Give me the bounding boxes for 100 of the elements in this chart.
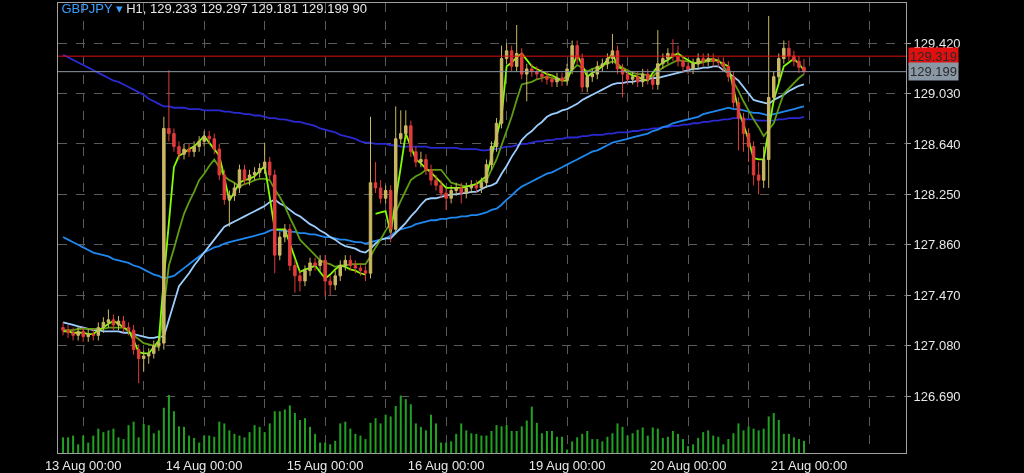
- candlestick: [635, 71, 640, 88]
- y-tick-label: 129.030: [913, 86, 961, 102]
- bar: [727, 439, 730, 453]
- candlestick: [484, 158, 489, 189]
- bar: [621, 426, 624, 453]
- bar: [319, 442, 322, 453]
- bar: [682, 439, 685, 453]
- bar: [762, 428, 765, 453]
- bar: [787, 433, 790, 453]
- bar: [303, 418, 306, 453]
- bar: [389, 416, 392, 453]
- bar: [505, 425, 508, 453]
- bar: [132, 421, 135, 453]
- bar: [712, 435, 715, 453]
- bar: [596, 439, 599, 453]
- bar: [344, 421, 347, 453]
- bar: [324, 442, 327, 453]
- y-tick-label: 128.250: [913, 186, 961, 202]
- candlestick: [262, 142, 267, 175]
- y-tick-label: 129.420: [913, 35, 961, 51]
- bar: [752, 428, 755, 453]
- bar: [470, 433, 473, 453]
- bar: [359, 435, 362, 453]
- candlestick: [373, 161, 378, 194]
- bar: [298, 419, 301, 453]
- bar: [510, 430, 513, 453]
- candlestick: [318, 254, 322, 272]
- bar: [591, 439, 594, 453]
- candlestick: [242, 164, 247, 186]
- bar: [737, 423, 740, 453]
- bar: [414, 423, 417, 453]
- candlestick: [514, 24, 519, 73]
- candlestick: [731, 71, 736, 109]
- x-tick-label: 15 Aug 00:00: [286, 457, 364, 473]
- bar: [515, 430, 518, 453]
- candlestick: [383, 184, 388, 204]
- bar: [177, 426, 180, 453]
- y-tick-label: 127.080: [913, 338, 961, 354]
- bar: [692, 444, 695, 453]
- x-tick-label: 13 Aug 00:00: [44, 457, 122, 473]
- y-tick-label: 126.690: [913, 388, 961, 404]
- bar: [586, 430, 589, 453]
- bar: [661, 437, 664, 453]
- candlestick: [610, 33, 615, 65]
- bar: [117, 437, 120, 453]
- bar: [490, 430, 493, 453]
- bar: [167, 395, 170, 453]
- bar: [797, 439, 800, 453]
- bar: [792, 437, 795, 453]
- bar: [732, 433, 735, 453]
- candlestick: [464, 182, 469, 199]
- y-tick-label: 127.860: [913, 237, 961, 253]
- candlestick: [247, 169, 252, 186]
- candlestick: [605, 52, 610, 70]
- bar: [288, 405, 291, 453]
- bar: [394, 406, 397, 453]
- bar: [687, 446, 690, 453]
- bar: [404, 399, 407, 453]
- bar: [122, 439, 125, 453]
- bar: [87, 442, 90, 453]
- bar: [223, 423, 226, 453]
- bar: [666, 436, 669, 453]
- candlestick: [756, 161, 761, 195]
- bar: [273, 411, 276, 453]
- bar: [268, 423, 271, 453]
- bar: [152, 433, 155, 453]
- candlestick: [121, 315, 126, 334]
- candlestick: [474, 179, 479, 194]
- bar: [409, 404, 412, 453]
- candlestick: [519, 47, 524, 80]
- candlestick: [81, 325, 85, 343]
- y-tick-label: 128.640: [913, 136, 961, 152]
- bar: [671, 430, 674, 453]
- candlestick: [555, 72, 559, 88]
- bar: [606, 436, 609, 453]
- bar: [465, 430, 468, 453]
- bar: [631, 433, 634, 453]
- bar: [757, 430, 760, 453]
- candlestick: [91, 328, 96, 341]
- bar: [72, 435, 75, 453]
- candlestick: [630, 71, 635, 85]
- bar: [97, 428, 100, 453]
- bar: [203, 435, 206, 453]
- candlestick: [640, 68, 645, 88]
- bar: [248, 432, 251, 453]
- candlestick: [96, 321, 101, 341]
- candlestick: [494, 117, 499, 153]
- bar: [656, 428, 659, 453]
- bar: [626, 435, 629, 453]
- bar: [102, 432, 105, 453]
- bar: [278, 411, 281, 453]
- candlestick: [116, 315, 121, 331]
- bar: [147, 425, 150, 453]
- candlestick: [504, 42, 509, 65]
- bar: [460, 423, 463, 453]
- candlestick: [76, 325, 80, 341]
- bar: [67, 437, 70, 453]
- candlestick: [378, 179, 383, 204]
- candlestick: [363, 265, 368, 282]
- bar: [198, 442, 201, 453]
